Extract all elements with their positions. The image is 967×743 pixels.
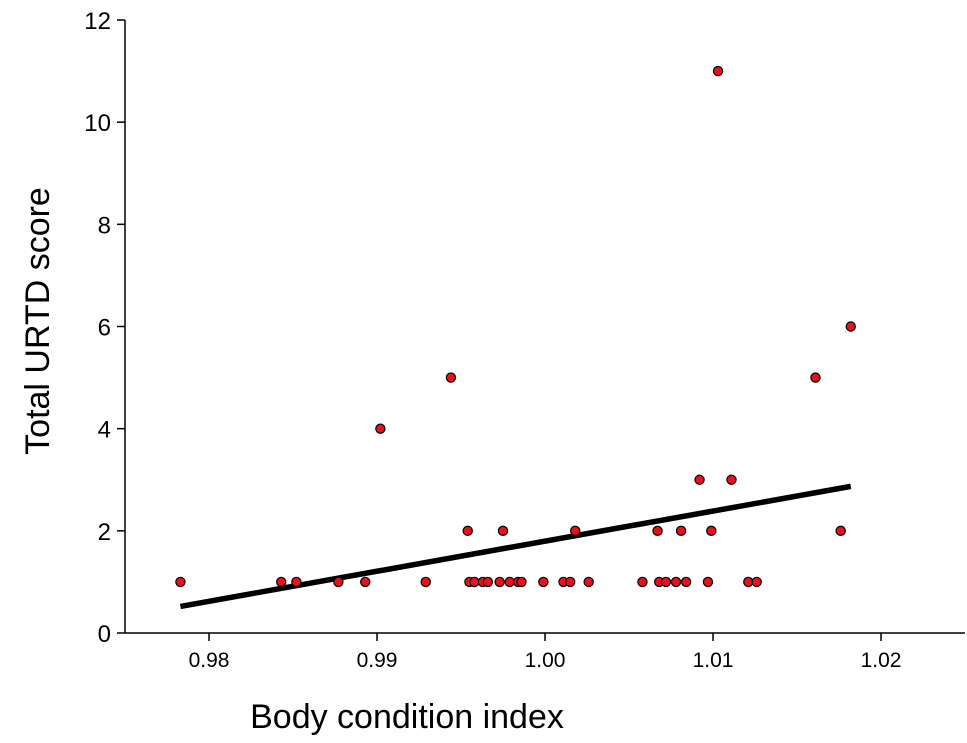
data-point bbox=[652, 525, 663, 537]
y-tick-label: 10 bbox=[84, 110, 111, 137]
data-point bbox=[497, 525, 509, 537]
data-point bbox=[291, 576, 302, 588]
x-tick-label: 1.00 bbox=[525, 649, 566, 672]
data-point bbox=[420, 576, 431, 588]
data-point bbox=[360, 576, 371, 588]
data-point bbox=[675, 525, 687, 537]
y-tick-label: 2 bbox=[98, 519, 111, 546]
data-point bbox=[494, 576, 505, 588]
data-points bbox=[175, 65, 856, 588]
y-tick-label: 6 bbox=[98, 315, 111, 342]
data-point bbox=[702, 576, 714, 588]
data-point bbox=[276, 576, 287, 588]
data-point bbox=[726, 474, 737, 485]
data-point bbox=[570, 525, 581, 537]
y-tick-label: 4 bbox=[98, 417, 111, 444]
x-axis-title: Body condition index bbox=[250, 698, 564, 736]
data-point bbox=[482, 576, 494, 588]
data-point bbox=[706, 525, 717, 537]
axes: 0 2 4 6 8 10 12 0.98 0.99 1.00 1.01 1.02 bbox=[84, 8, 965, 672]
data-point bbox=[175, 576, 186, 588]
x-tick-label: 1.02 bbox=[861, 649, 902, 672]
data-point bbox=[670, 576, 682, 588]
trend-line-layer bbox=[179, 483, 852, 610]
data-point bbox=[835, 525, 846, 537]
data-point bbox=[462, 525, 473, 537]
y-tick-label: 0 bbox=[98, 621, 111, 648]
data-point bbox=[375, 423, 386, 434]
data-point bbox=[660, 576, 672, 588]
data-point bbox=[445, 372, 457, 383]
y-tick-label: 12 bbox=[84, 8, 111, 35]
data-point bbox=[694, 474, 705, 485]
data-point bbox=[516, 576, 527, 588]
x-tick-label: 0.98 bbox=[189, 649, 230, 672]
data-point bbox=[333, 576, 344, 588]
x-tick-label: 0.99 bbox=[357, 649, 398, 672]
x-tick-label: 1.01 bbox=[693, 649, 734, 672]
data-point bbox=[637, 576, 648, 588]
data-point bbox=[583, 576, 594, 588]
data-point bbox=[751, 576, 762, 588]
data-point bbox=[845, 321, 856, 332]
y-axis-title: Total URTD score bbox=[19, 187, 57, 455]
data-point bbox=[538, 576, 549, 588]
data-point bbox=[680, 576, 692, 588]
data-point bbox=[810, 372, 821, 383]
data-point bbox=[712, 65, 724, 77]
data-point bbox=[565, 576, 576, 588]
y-tick-label: 8 bbox=[98, 212, 111, 239]
regression-line bbox=[179, 483, 852, 610]
